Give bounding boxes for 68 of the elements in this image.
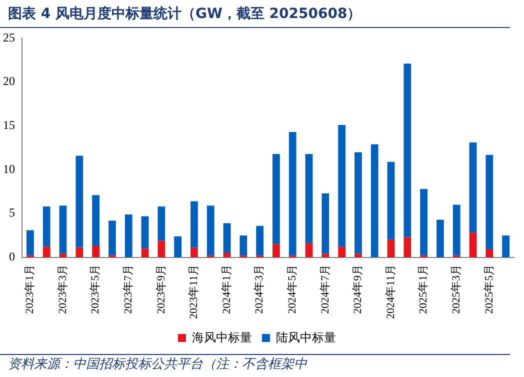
bar <box>190 248 198 258</box>
x-tick-label: 2024年9月 <box>352 264 364 314</box>
bar <box>223 223 231 254</box>
x-tick-label: 2024年3月 <box>254 264 266 314</box>
x-tick-label: 2025年5月 <box>483 264 496 314</box>
x-tick-label: 2023年3月 <box>56 264 69 314</box>
x-tick-label: 2024年5月 <box>286 264 298 314</box>
bar <box>272 244 280 258</box>
x-tick-label: 2025年3月 <box>450 264 462 314</box>
bar <box>305 243 313 258</box>
bar <box>469 142 477 233</box>
y-tick-label: 20 <box>3 74 15 88</box>
x-tick-label: 2023年7月 <box>122 264 134 314</box>
legend-label: 陆风中标量 <box>276 330 336 344</box>
bar <box>305 154 313 244</box>
bar <box>436 220 444 258</box>
chart-title: 图表 4 风电月度中标量统计（GW，截至 20250608） <box>0 0 510 28</box>
x-tick-label: 2023年1月 <box>24 264 36 314</box>
bar <box>108 220 116 256</box>
bar <box>370 144 378 258</box>
bar <box>141 216 149 249</box>
bar <box>338 246 346 258</box>
y-tick-label: 10 <box>3 162 15 176</box>
bar <box>420 189 428 256</box>
bar <box>338 125 346 247</box>
x-tick-label: 2024年7月 <box>319 264 332 314</box>
bar <box>124 214 132 258</box>
bar <box>141 248 149 258</box>
bar <box>92 195 100 246</box>
bar <box>42 206 50 247</box>
bar <box>469 232 477 258</box>
bar <box>486 250 494 258</box>
x-tick-label: 2024年1月 <box>220 264 233 314</box>
bar <box>92 246 100 258</box>
bar <box>387 240 395 258</box>
bar <box>26 230 34 256</box>
bar <box>502 235 510 258</box>
bar <box>240 235 248 256</box>
x-tick-label: 2024年11月 <box>384 264 397 319</box>
x-tick-label: 2023年9月 <box>155 264 168 314</box>
bar <box>354 152 362 254</box>
bar <box>59 206 67 254</box>
x-tick-label: 2025年1月 <box>418 264 430 314</box>
y-tick-label: 0 <box>9 250 15 264</box>
y-tick-label: 15 <box>3 118 15 132</box>
bar <box>158 206 166 241</box>
bar <box>322 193 330 254</box>
x-tick-label: 2023年5月 <box>90 264 102 314</box>
bar <box>288 132 296 256</box>
bar <box>76 156 84 248</box>
bar <box>174 236 182 258</box>
bar <box>272 154 280 244</box>
bar <box>452 204 460 256</box>
x-tick-label: 2023年11月 <box>188 264 200 319</box>
bar <box>76 248 84 258</box>
y-tick-label: 5 <box>9 206 15 220</box>
legend-label: 海风中标量 <box>192 330 252 344</box>
bar <box>206 206 214 256</box>
y-tick-label: 25 <box>3 30 15 44</box>
text: 资料来源：中国招标投标公共平台（注：不含框架中 <box>0 354 510 375</box>
bar <box>158 240 166 258</box>
bar <box>486 154 494 250</box>
bar <box>190 201 198 248</box>
bar <box>404 64 412 238</box>
bar <box>387 162 395 240</box>
bar <box>256 226 264 256</box>
bar <box>42 246 50 258</box>
bar <box>404 237 412 258</box>
